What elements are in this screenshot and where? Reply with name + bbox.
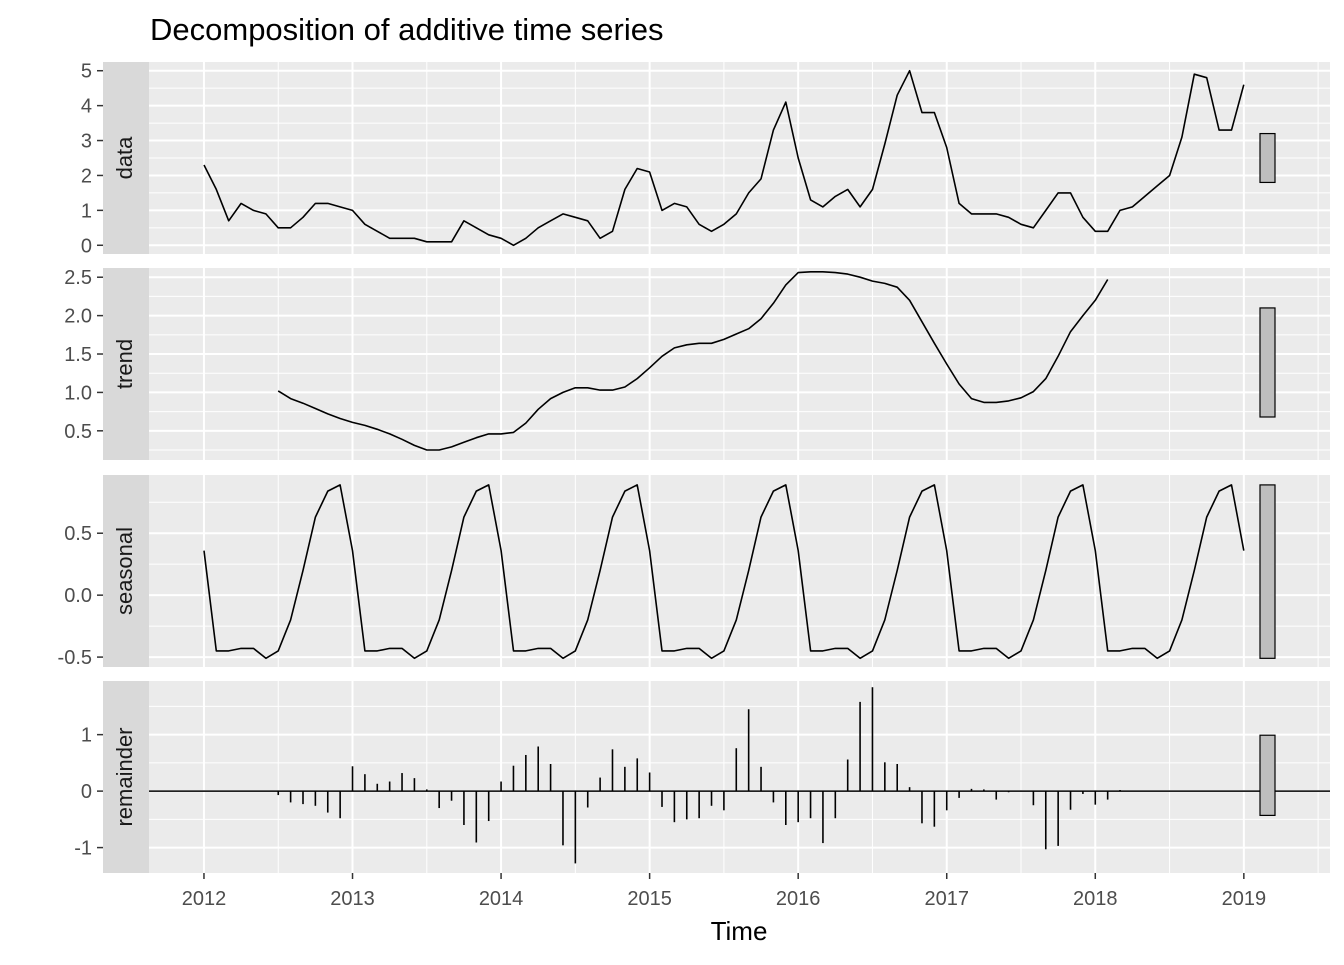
y-tick-label: 0.5: [64, 523, 92, 545]
panel-data: data 0 1 2 3 4 5: [81, 61, 1330, 257]
chart-title: Decomposition of additive time series: [150, 12, 663, 47]
panel-seasonal-bg: [149, 475, 1330, 667]
y-tick-label: 0.5: [64, 421, 92, 443]
x-tick-label: 2018: [1073, 888, 1118, 910]
panel-trend: trend 0.5 1.0 1.5 2.0 2.5: [64, 267, 1330, 460]
strip-remainder-bg: [103, 681, 149, 873]
panel-seasonal: seasonal -0.5 0.0 0.5: [58, 475, 1330, 669]
y-tick-label: -1: [74, 838, 92, 860]
x-tick-label: 2016: [776, 888, 821, 910]
y-tick-label: 1: [81, 200, 92, 222]
series-trend-line: [277, 271, 1109, 451]
y-tick-label: 3: [81, 131, 92, 153]
x-tick-label: 2012: [182, 888, 227, 910]
y-tick-label: -0.5: [58, 647, 92, 669]
strip-seasonal-bg: [103, 475, 149, 667]
range-bar-remainder: [1259, 734, 1276, 817]
x-tick-label: 2019: [1222, 888, 1267, 910]
x-tick-label: 2015: [627, 888, 672, 910]
x-tick-label: 2017: [924, 888, 969, 910]
x-tick-label: 2013: [330, 888, 375, 910]
panels-layer: data 0 1 2 3 4 5 trend 0.5 1.0 1.5 2.0 2.5 seasonal -0…: [58, 61, 1330, 873]
range-bar-trend: [1259, 307, 1276, 418]
y-tick-label: 5: [81, 61, 92, 83]
range-bar-data: [1259, 132, 1276, 184]
x-tick-label: 2014: [479, 888, 524, 910]
y-tick-label: 0.0: [64, 585, 92, 607]
strip-data-bg: [103, 62, 149, 254]
series-seasonal-line: [203, 484, 1245, 660]
strip-label-data: data: [112, 136, 137, 180]
panel-remainder-bg: [149, 681, 1330, 873]
y-tick-label: 1.0: [64, 382, 92, 404]
y-tick-label: 0: [81, 235, 92, 257]
strip-label-seasonal: seasonal: [112, 527, 137, 615]
strip-trend-bg: [103, 268, 149, 460]
y-tick-label: 4: [81, 96, 92, 118]
y-tick-label: 2.0: [64, 306, 92, 328]
series-data-line: [203, 69, 1245, 247]
panel-remainder: remainder -1 0 1: [74, 681, 1330, 873]
x-axis-title: Time: [711, 916, 768, 946]
y-tick-label: 2.5: [64, 267, 92, 289]
y-tick-label: 1.5: [64, 344, 92, 366]
x-axis: 2012 2013 2014 2015 2016 2017 2018 2019: [182, 873, 1266, 910]
y-tick-label: 0: [81, 781, 92, 803]
range-bar-seasonal: [1259, 484, 1276, 659]
y-tick-label: 2: [81, 165, 92, 187]
y-tick-label: 1: [81, 725, 92, 747]
panel-trend-bg: [149, 268, 1330, 460]
strip-label-remainder: remainder: [112, 727, 137, 826]
strip-label-trend: trend: [112, 339, 137, 389]
